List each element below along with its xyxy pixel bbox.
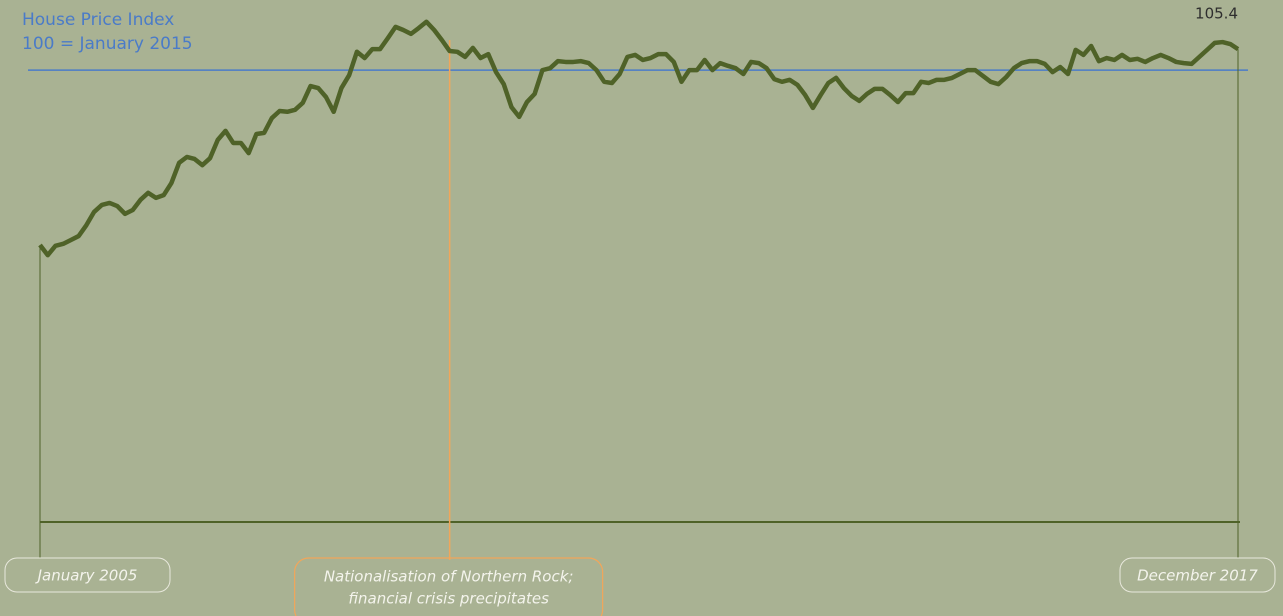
x-tick-label: December 2017 — [1137, 567, 1258, 585]
x-tick-label: January 2005 — [35, 567, 138, 585]
end-value-label: 105.4 — [1195, 5, 1238, 23]
annotation-text: Nationalisation of Northern Rock; — [324, 568, 574, 586]
annotation-text: financial crisis precipitates — [348, 590, 549, 608]
x-label-box — [1119, 557, 1276, 593]
line-series — [38, 19, 1240, 258]
annotation-box — [294, 557, 604, 616]
x-label-box — [4, 557, 171, 593]
chart-title: House Price Index — [22, 10, 174, 30]
chart-subtitle: 100 = January 2015 — [22, 34, 193, 54]
